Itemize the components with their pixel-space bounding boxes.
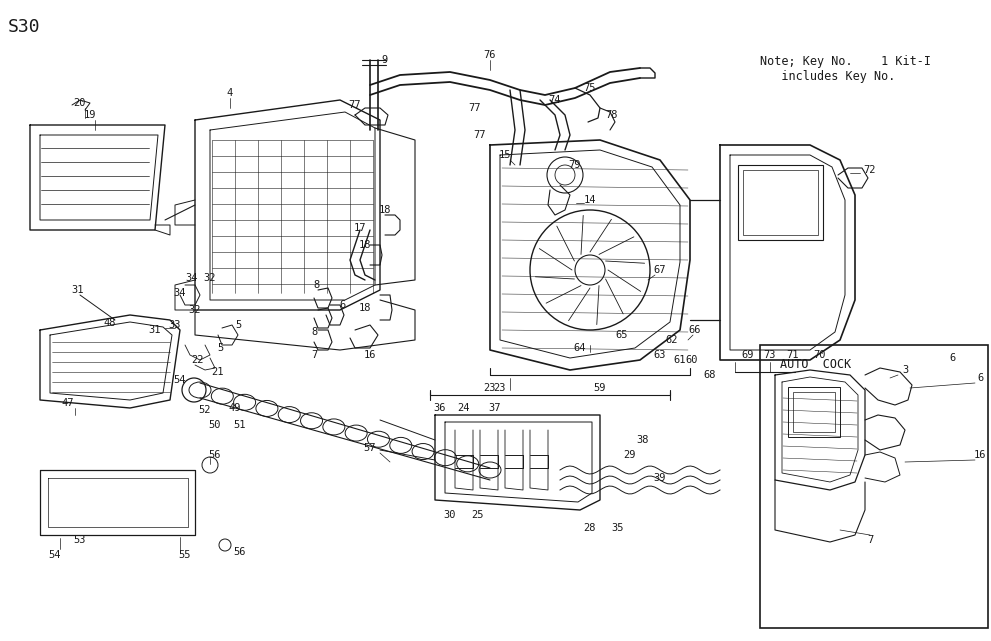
- Text: 68: 68: [704, 370, 716, 380]
- Text: 5: 5: [235, 320, 241, 330]
- Text: 76: 76: [484, 50, 496, 60]
- Text: 65: 65: [615, 330, 628, 340]
- Text: 24: 24: [457, 403, 470, 413]
- Text: 49: 49: [229, 403, 241, 413]
- Text: 29: 29: [623, 450, 636, 460]
- Text: Note; Key No.    1 Kit-I: Note; Key No. 1 Kit-I: [760, 55, 931, 68]
- Text: 19: 19: [84, 110, 96, 120]
- Text: 39: 39: [654, 473, 666, 483]
- Text: 77: 77: [469, 103, 482, 113]
- Text: 28: 28: [584, 523, 597, 533]
- Text: 8: 8: [311, 327, 317, 337]
- Text: 6: 6: [948, 353, 955, 363]
- Bar: [793, 392, 835, 432]
- Text: 78: 78: [606, 110, 618, 120]
- Text: 30: 30: [444, 510, 456, 520]
- Text: 31: 31: [71, 285, 84, 295]
- Text: 3: 3: [902, 365, 908, 375]
- Text: 4: 4: [227, 88, 233, 98]
- Text: 18: 18: [359, 303, 372, 313]
- Text: 22: 22: [191, 355, 204, 365]
- Bar: [760, 345, 988, 628]
- Text: 6: 6: [339, 300, 345, 310]
- Text: 17: 17: [354, 223, 367, 233]
- Text: 35: 35: [611, 523, 624, 533]
- Text: 31: 31: [149, 325, 162, 335]
- Text: 54: 54: [173, 375, 186, 385]
- Text: 15: 15: [498, 150, 511, 160]
- Text: 14: 14: [584, 195, 597, 205]
- Text: 77: 77: [474, 130, 487, 140]
- Text: 72: 72: [864, 165, 876, 175]
- Text: 75: 75: [584, 83, 597, 93]
- Text: S30: S30: [8, 18, 41, 36]
- Text: 16: 16: [364, 350, 377, 360]
- Text: 66: 66: [689, 325, 702, 335]
- Text: 34: 34: [173, 288, 186, 298]
- Text: 5: 5: [217, 343, 223, 353]
- Text: 23: 23: [484, 383, 496, 393]
- Text: 6: 6: [977, 373, 983, 383]
- Text: 48: 48: [104, 318, 116, 328]
- Text: 56: 56: [234, 547, 246, 557]
- Text: 21: 21: [212, 367, 224, 377]
- Text: 36: 36: [434, 403, 446, 413]
- Text: 59: 59: [594, 383, 606, 393]
- Text: 54: 54: [49, 550, 61, 560]
- Text: 33: 33: [168, 320, 181, 330]
- Text: 37: 37: [489, 403, 501, 413]
- Text: 8: 8: [313, 280, 319, 290]
- Text: 23: 23: [494, 383, 506, 393]
- Text: 51: 51: [234, 420, 246, 430]
- Text: 55: 55: [178, 550, 191, 560]
- Text: 7: 7: [867, 535, 873, 545]
- Bar: [738, 165, 823, 240]
- Text: 73: 73: [764, 350, 776, 360]
- Text: AUTO  COCK: AUTO COCK: [780, 358, 851, 371]
- Text: 56: 56: [209, 450, 221, 460]
- Text: 25: 25: [472, 510, 485, 520]
- Text: 38: 38: [637, 435, 649, 445]
- Text: 18: 18: [379, 205, 391, 215]
- Text: 62: 62: [666, 335, 678, 345]
- Text: 53: 53: [73, 535, 86, 545]
- Text: 64: 64: [574, 343, 587, 353]
- Text: 52: 52: [199, 405, 211, 415]
- Text: 74: 74: [549, 95, 561, 105]
- Text: 70: 70: [814, 350, 826, 360]
- Text: 61: 61: [674, 355, 686, 365]
- Text: 67: 67: [654, 265, 666, 275]
- Text: 63: 63: [654, 350, 666, 360]
- Text: 20: 20: [73, 98, 86, 108]
- Text: 79: 79: [569, 160, 582, 170]
- Text: 18: 18: [359, 240, 372, 250]
- Text: 34: 34: [185, 273, 198, 283]
- Text: 9: 9: [382, 55, 388, 65]
- Bar: [743, 170, 818, 235]
- Text: 32: 32: [188, 305, 201, 315]
- Bar: [788, 387, 840, 437]
- Text: 7: 7: [311, 350, 317, 360]
- Text: 71: 71: [787, 350, 800, 360]
- Text: 16: 16: [974, 450, 986, 460]
- Text: 47: 47: [61, 398, 74, 408]
- Text: 50: 50: [209, 420, 221, 430]
- Text: 57: 57: [364, 443, 377, 453]
- Text: 77: 77: [349, 100, 362, 110]
- Text: 60: 60: [686, 355, 699, 365]
- Text: 69: 69: [741, 350, 754, 360]
- Text: includes Key No.: includes Key No.: [760, 70, 896, 83]
- Text: 32: 32: [204, 273, 216, 283]
